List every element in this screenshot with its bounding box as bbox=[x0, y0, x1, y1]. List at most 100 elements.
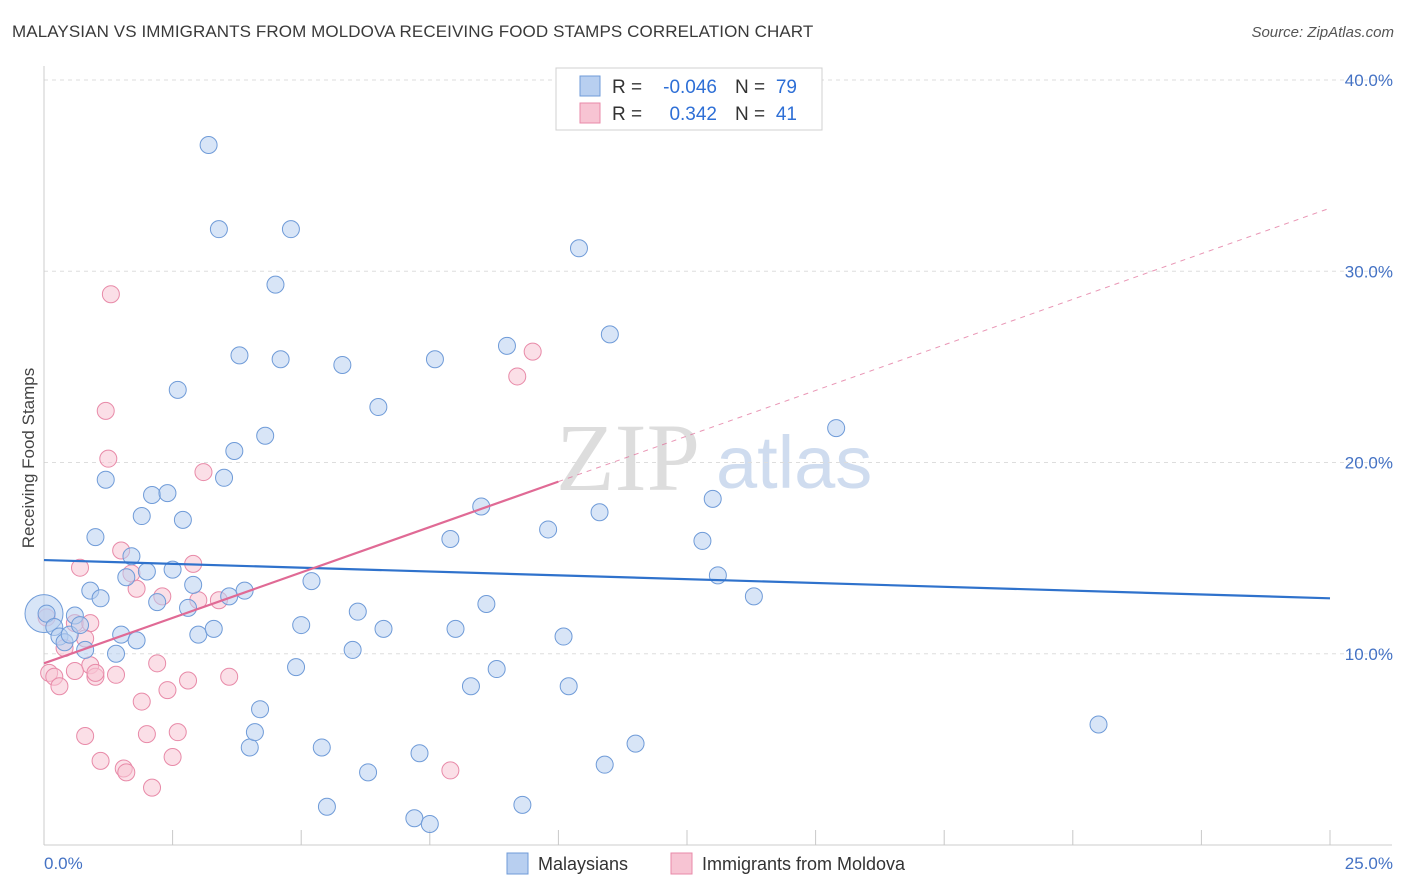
malaysian-point bbox=[199, 136, 218, 155]
moldova-points bbox=[37, 285, 542, 797]
malaysian-point bbox=[96, 470, 115, 489]
malaysian-point bbox=[266, 275, 285, 294]
malaysian-point bbox=[477, 595, 496, 614]
malaysian-point bbox=[302, 572, 321, 591]
moldova-trend-extension bbox=[558, 207, 1331, 483]
malaysian-point bbox=[204, 619, 223, 638]
malaysian-point bbox=[626, 734, 645, 753]
malaysian-points bbox=[24, 136, 1108, 833]
malaysian-point bbox=[590, 503, 609, 522]
malaysian-point bbox=[441, 530, 460, 548]
malaysian-point bbox=[1089, 715, 1108, 734]
malaysian-point bbox=[209, 220, 228, 239]
malaysian-point bbox=[569, 239, 588, 258]
moldova-point bbox=[441, 761, 460, 780]
malaysian-point bbox=[91, 589, 110, 608]
malaysian-point bbox=[827, 419, 846, 438]
moldova-point bbox=[71, 558, 90, 577]
malaysian-point bbox=[71, 616, 90, 635]
legend-n-value-2: 41 bbox=[776, 104, 797, 125]
series-legend: Malaysians Immigrants from Moldova bbox=[506, 852, 906, 875]
malaysian-point bbox=[158, 484, 177, 503]
y-axis-title: Receiving Food Stamps bbox=[19, 368, 38, 548]
malaysian-point bbox=[184, 575, 203, 594]
moldova-point bbox=[117, 763, 136, 782]
malaysian-point bbox=[230, 346, 249, 365]
malaysian-point bbox=[271, 350, 290, 369]
malaysian-point bbox=[317, 797, 336, 816]
malaysian-point bbox=[513, 795, 532, 814]
legend-r-value-1: -0.046 bbox=[663, 77, 717, 98]
moldova-point bbox=[168, 723, 187, 742]
malaysian-point bbox=[359, 763, 378, 782]
bottom-legend-swatch-malaysians bbox=[506, 852, 529, 875]
malaysian-point bbox=[595, 755, 614, 774]
malaysian-point bbox=[348, 602, 367, 621]
moldova-point bbox=[179, 671, 198, 690]
malaysian-point bbox=[256, 426, 275, 445]
malaysian-point bbox=[410, 744, 429, 763]
malaysian-point bbox=[539, 520, 558, 539]
moldova-point bbox=[143, 778, 162, 797]
y-tick-label-30: 30.0% bbox=[1345, 262, 1393, 281]
malaysian-point bbox=[127, 631, 146, 650]
moldova-point bbox=[127, 579, 146, 598]
malaysian-point bbox=[143, 486, 162, 505]
watermark-atlas: atlas bbox=[716, 421, 872, 504]
malaysian-point bbox=[132, 507, 151, 526]
malaysian-point bbox=[287, 658, 306, 677]
bottom-legend-moldova: Immigrants from Moldova bbox=[702, 854, 906, 874]
malaysian-point bbox=[117, 568, 136, 587]
moldova-point bbox=[86, 663, 105, 682]
malaysian-point bbox=[703, 489, 722, 508]
y-tick-label-10: 10.0% bbox=[1345, 645, 1393, 664]
malaysian-point bbox=[168, 380, 187, 399]
moldova-point bbox=[194, 463, 213, 482]
malaysian-point bbox=[37, 604, 56, 623]
x-tick-label-25: 25.0% bbox=[1345, 854, 1393, 873]
malaysian-point bbox=[369, 398, 388, 417]
moldova-point bbox=[96, 401, 115, 420]
malaysian-point bbox=[744, 587, 763, 606]
moldova-point bbox=[137, 725, 156, 744]
legend-swatch-moldova bbox=[579, 102, 601, 124]
moldova-point bbox=[50, 677, 69, 696]
x-tick-label-0: 0.0% bbox=[44, 854, 83, 873]
malaysian-point bbox=[137, 562, 156, 581]
malaysian-point bbox=[86, 528, 105, 547]
malaysian-point bbox=[693, 531, 712, 550]
bottom-legend-malaysians: Malaysians bbox=[538, 854, 628, 874]
malaysian-trend-line bbox=[43, 558, 1331, 600]
moldova-point bbox=[508, 367, 527, 386]
malaysian-point bbox=[374, 619, 393, 638]
malaysian-point bbox=[554, 627, 573, 646]
moldova-point bbox=[99, 449, 118, 468]
malaysian-point bbox=[281, 220, 300, 239]
malaysian-point bbox=[446, 619, 465, 638]
malaysian-point bbox=[245, 723, 264, 742]
malaysian-point bbox=[173, 510, 192, 529]
tick-labels: 10.0% 20.0% 30.0% 40.0% 0.0% 25.0% bbox=[44, 71, 1393, 873]
moldova-point bbox=[101, 285, 120, 304]
moldova-point bbox=[132, 692, 151, 711]
malaysian-point bbox=[333, 355, 352, 374]
malaysian-point bbox=[497, 336, 516, 355]
y-tick-label-20: 20.0% bbox=[1345, 454, 1393, 473]
legend-n-value-1: 79 bbox=[776, 77, 797, 98]
malaysian-point bbox=[215, 468, 234, 487]
malaysian-point bbox=[461, 677, 480, 696]
legend-n-label-2: N = bbox=[735, 104, 765, 125]
malaysian-point bbox=[148, 593, 167, 612]
watermark-zip: ZIP bbox=[556, 404, 700, 511]
malaysian-point bbox=[240, 738, 259, 757]
chart-title: MALAYSIAN VS IMMIGRANTS FROM MOLDOVA REC… bbox=[12, 22, 814, 41]
malaysian-point bbox=[251, 700, 270, 719]
moldova-point bbox=[163, 748, 182, 767]
legend-r-label-1: R = bbox=[612, 77, 642, 98]
moldova-point bbox=[76, 726, 95, 745]
malaysian-point bbox=[122, 547, 141, 566]
trend-lines bbox=[43, 207, 1331, 665]
moldova-point bbox=[523, 342, 542, 361]
malaysian-point bbox=[292, 616, 311, 635]
